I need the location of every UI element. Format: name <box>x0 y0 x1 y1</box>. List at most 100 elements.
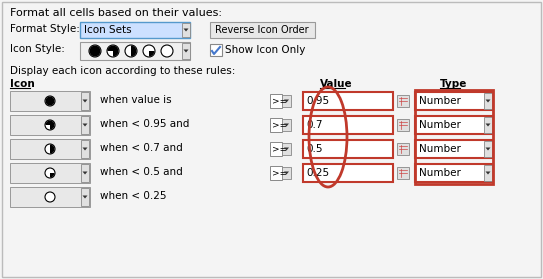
Polygon shape <box>485 148 490 150</box>
Text: when < 0.7 and: when < 0.7 and <box>100 143 183 153</box>
Circle shape <box>90 45 100 57</box>
Text: Number: Number <box>419 120 461 130</box>
Polygon shape <box>284 172 289 174</box>
FancyBboxPatch shape <box>80 42 190 60</box>
FancyBboxPatch shape <box>484 117 492 133</box>
FancyBboxPatch shape <box>397 119 409 131</box>
Polygon shape <box>284 124 289 126</box>
FancyBboxPatch shape <box>303 92 393 110</box>
FancyBboxPatch shape <box>2 2 541 277</box>
Wedge shape <box>149 51 155 57</box>
FancyBboxPatch shape <box>81 188 89 206</box>
FancyBboxPatch shape <box>10 163 90 183</box>
Text: Format all cells based on their values:: Format all cells based on their values: <box>10 8 222 18</box>
FancyBboxPatch shape <box>303 164 393 182</box>
FancyBboxPatch shape <box>10 187 90 207</box>
Polygon shape <box>83 148 87 150</box>
FancyBboxPatch shape <box>270 166 282 180</box>
FancyBboxPatch shape <box>415 116 493 134</box>
FancyBboxPatch shape <box>415 92 493 110</box>
FancyBboxPatch shape <box>282 167 291 179</box>
FancyBboxPatch shape <box>10 91 90 111</box>
FancyBboxPatch shape <box>270 142 282 156</box>
Text: >=: >= <box>272 169 287 177</box>
FancyBboxPatch shape <box>80 22 190 38</box>
Text: Format Style:: Format Style: <box>10 24 80 34</box>
Text: >=: >= <box>272 121 287 129</box>
FancyBboxPatch shape <box>10 115 90 135</box>
Wedge shape <box>46 121 54 129</box>
Circle shape <box>89 45 101 57</box>
FancyBboxPatch shape <box>270 94 282 108</box>
Text: Number: Number <box>419 168 461 178</box>
Text: Icon Sets: Icon Sets <box>84 25 131 35</box>
FancyBboxPatch shape <box>210 44 222 56</box>
Polygon shape <box>184 49 188 52</box>
Circle shape <box>107 45 119 57</box>
Circle shape <box>46 97 54 105</box>
FancyBboxPatch shape <box>484 93 492 109</box>
Text: 0.25: 0.25 <box>306 168 329 178</box>
FancyBboxPatch shape <box>282 143 291 155</box>
FancyBboxPatch shape <box>484 165 492 181</box>
Text: Number: Number <box>419 144 461 154</box>
Text: when < 0.5 and: when < 0.5 and <box>100 167 183 177</box>
FancyBboxPatch shape <box>282 119 291 131</box>
FancyBboxPatch shape <box>397 143 409 155</box>
Text: when < 0.25: when < 0.25 <box>100 191 167 201</box>
Circle shape <box>161 45 173 57</box>
FancyBboxPatch shape <box>210 22 315 38</box>
Text: Show Icon Only: Show Icon Only <box>225 45 305 55</box>
Polygon shape <box>284 148 289 150</box>
Circle shape <box>45 168 55 178</box>
Text: 0.7: 0.7 <box>306 120 323 130</box>
Circle shape <box>45 192 55 202</box>
FancyBboxPatch shape <box>397 167 409 179</box>
FancyBboxPatch shape <box>10 139 90 159</box>
Text: Reverse Icon Order: Reverse Icon Order <box>215 25 309 35</box>
Polygon shape <box>485 124 490 126</box>
Circle shape <box>45 96 55 106</box>
FancyBboxPatch shape <box>303 116 393 134</box>
FancyBboxPatch shape <box>270 118 282 132</box>
Polygon shape <box>83 124 87 126</box>
Wedge shape <box>50 145 54 153</box>
Text: Value: Value <box>320 79 352 89</box>
Polygon shape <box>83 196 87 198</box>
Wedge shape <box>108 45 118 57</box>
Circle shape <box>45 144 55 154</box>
Polygon shape <box>485 100 490 102</box>
Polygon shape <box>83 100 87 102</box>
Circle shape <box>45 120 55 130</box>
FancyBboxPatch shape <box>415 140 493 158</box>
FancyBboxPatch shape <box>397 95 409 107</box>
Text: 0.95: 0.95 <box>306 96 329 106</box>
Text: when < 0.95 and: when < 0.95 and <box>100 119 190 129</box>
FancyBboxPatch shape <box>415 164 493 182</box>
FancyBboxPatch shape <box>81 140 89 158</box>
Text: >=: >= <box>272 97 287 105</box>
FancyBboxPatch shape <box>81 92 89 110</box>
Polygon shape <box>83 172 87 174</box>
Text: >=: >= <box>272 145 287 153</box>
Wedge shape <box>50 173 54 177</box>
FancyBboxPatch shape <box>484 141 492 157</box>
FancyBboxPatch shape <box>81 116 89 134</box>
Polygon shape <box>485 172 490 174</box>
Text: Type: Type <box>440 79 468 89</box>
FancyBboxPatch shape <box>282 95 291 107</box>
Text: Display each icon according to these rules:: Display each icon according to these rul… <box>10 66 235 76</box>
Wedge shape <box>131 45 136 57</box>
FancyBboxPatch shape <box>182 43 190 59</box>
Text: Number: Number <box>419 96 461 106</box>
Circle shape <box>143 45 155 57</box>
Polygon shape <box>284 100 289 102</box>
FancyBboxPatch shape <box>303 140 393 158</box>
FancyBboxPatch shape <box>81 164 89 182</box>
FancyBboxPatch shape <box>182 23 190 37</box>
Polygon shape <box>184 28 188 32</box>
Text: 0.5: 0.5 <box>306 144 323 154</box>
Circle shape <box>125 45 137 57</box>
Text: when value is: when value is <box>100 95 172 105</box>
Text: Icon: Icon <box>10 79 35 89</box>
